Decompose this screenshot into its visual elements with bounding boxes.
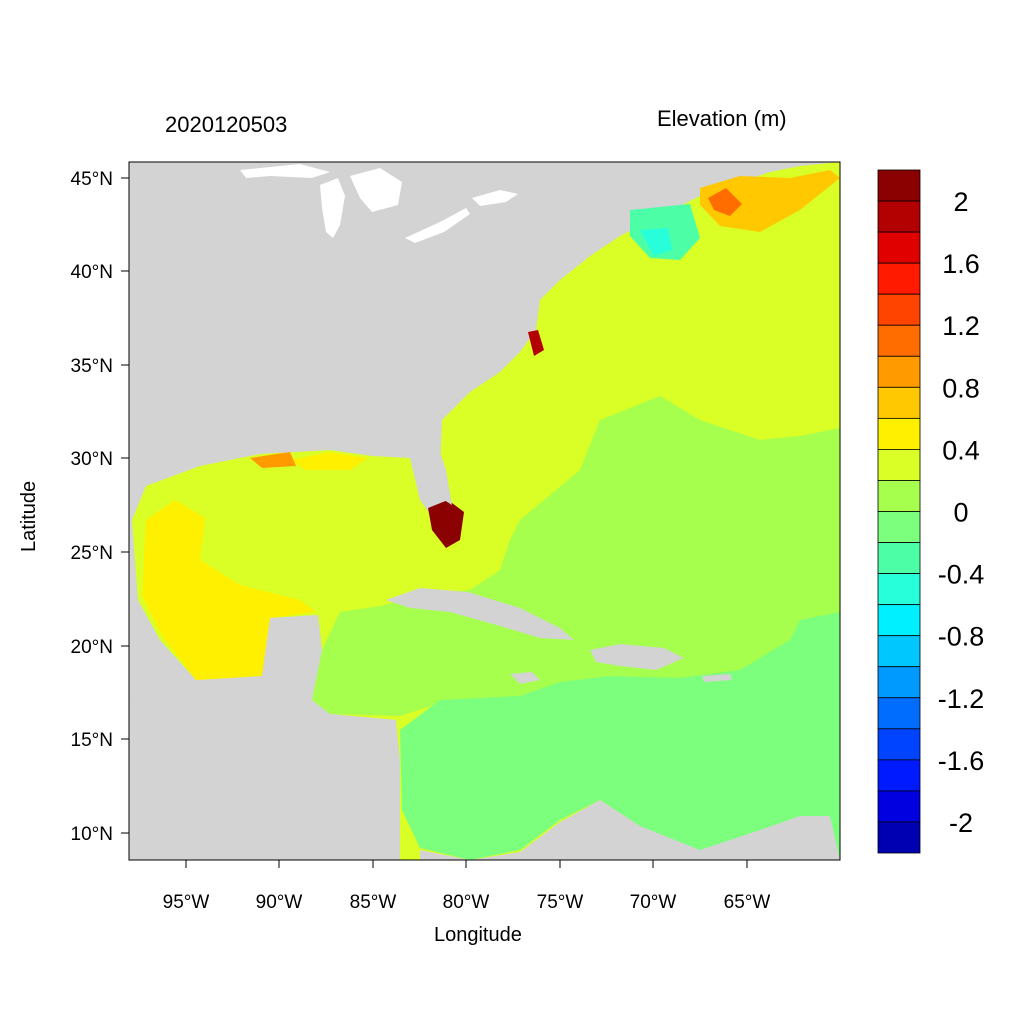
lake-superior [240,164,330,178]
y-tick-label: 45°N [71,169,113,190]
colorbar-label: 0.8 [942,373,980,403]
y-axis-tick-labels: 45°N 40°N 35°N 30°N 25°N 20°N 15°N 10°N [71,169,113,845]
x-axis-tick-labels: 95°W 90°W 85°W 80°W 75°W 70°W 65°W [163,892,771,913]
colorbar-swatch [877,697,921,730]
colorbar-swatch [877,480,921,512]
gulf-maine-high [700,170,840,232]
map-plot-area [129,162,840,860]
colorbar-label: 1.2 [942,311,980,341]
colorbar-title: Elevation (m) [657,106,787,131]
outer-banks-peak [528,330,544,356]
x-axis-ticks [185,860,748,868]
x-tick-label: 90°W [256,892,303,913]
colorbar-label: 2 [953,187,968,217]
x-axis-label: Longitude [434,924,522,946]
central-america-land [129,615,400,860]
y-tick-label: 10°N [71,824,113,845]
gulf-high-band [290,452,368,470]
colorbar-swatch [877,231,921,264]
lake-michigan [320,178,345,238]
gulf-high-region [142,500,316,680]
colorbar-swatch [877,386,921,419]
lake-ontario [472,190,518,206]
colorbar-swatch [877,635,921,668]
colorbar-label: 1.6 [942,249,980,279]
colorbar-swatch [877,200,921,233]
colorbar-swatch [877,169,921,202]
colorbar-label: 0.4 [942,435,980,465]
colorbar [877,169,921,854]
south-america-land [420,800,840,860]
colorbar-swatch [877,542,921,574]
colorbar-label: -0.4 [938,560,985,590]
colorbar-label: -2 [949,808,973,838]
y-tick-label: 30°N [71,449,113,470]
colorbar-swatch [877,759,921,792]
colorbar-swatch [877,728,921,761]
colorbar-label: -1.2 [938,684,985,714]
colorbar-swatch [877,821,921,854]
colorbar-swatch [877,324,921,357]
y-axis-ticks [121,177,129,834]
colorbar-swatch [877,666,921,699]
colorbar-label: -1.6 [938,746,985,776]
cape-cod-lower [640,228,672,256]
x-tick-label: 80°W [443,892,490,913]
y-tick-label: 35°N [71,356,113,377]
colorbar-swatch [877,604,921,637]
y-tick-label: 40°N [71,262,113,283]
jamaica-land [510,672,540,684]
florida-peak [428,500,464,548]
florida-land [412,452,452,508]
x-tick-label: 65°W [724,892,771,913]
y-tick-label: 20°N [71,637,113,658]
x-tick-label: 75°W [537,892,584,913]
colorbar-swatch [877,511,921,543]
y-tick-label: 15°N [71,730,113,751]
colorbar-swatch [877,573,921,606]
colorbar-swatch [877,262,921,295]
hispaniola-land [590,644,684,670]
colorbar-swatch [877,417,921,450]
cuba-land [386,588,574,640]
y-tick-label: 25°N [71,543,113,564]
colorbar-labels: 2 1.6 1.2 0.8 0.4 0 -0.4 -0.8 -1.2 -1.6 -2 [938,187,985,838]
x-tick-label: 95°W [163,892,210,913]
colorbar-swatch [877,790,921,823]
gulf-coast-peak [250,452,296,468]
puerto-rico-land [702,674,732,682]
colorbar-swatch [877,449,921,481]
gulf-maine-peak [708,188,742,216]
lake-erie [405,208,470,243]
map-title: 2020120503 [165,112,288,137]
plot-frame [128,161,841,861]
x-tick-label: 70°W [630,892,677,913]
colorbar-swatch [877,293,921,326]
x-tick-label: 85°W [350,892,397,913]
colorbar-label: 0 [953,498,968,528]
colorbar-label: -0.8 [938,622,985,652]
colorbar-swatch [877,355,921,388]
lake-huron [350,168,402,212]
